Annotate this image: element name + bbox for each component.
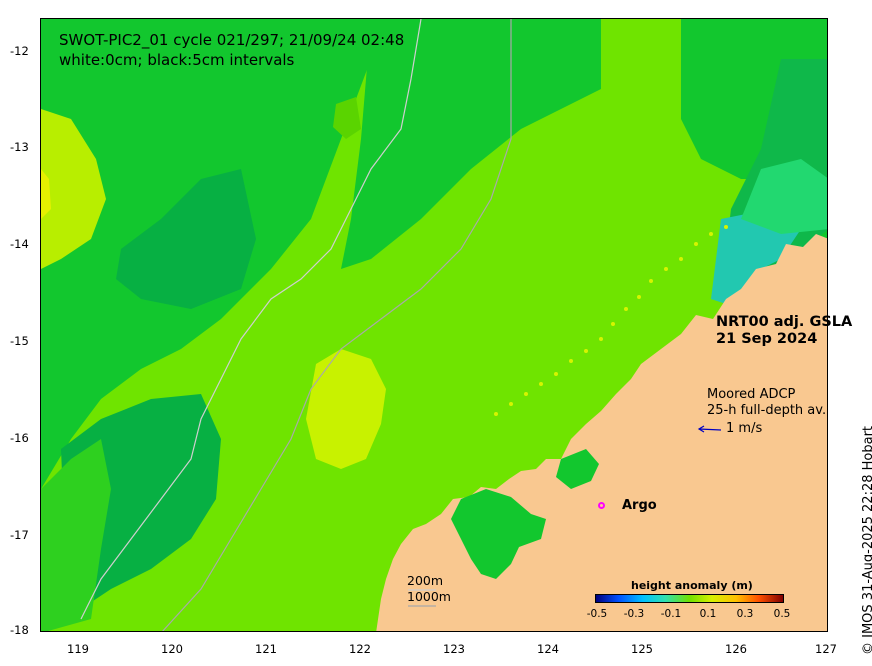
colorbar-tick: 0.3	[736, 608, 754, 620]
y-tick-label: -17	[10, 528, 29, 542]
anomaly-region-deep-1	[116, 169, 256, 309]
x-tick-label: 126	[725, 642, 747, 656]
y-tick-label: -12	[10, 44, 29, 58]
credit-label: © IMOS 31-Aug-2025 22:28 Hobart	[861, 425, 872, 655]
map-frame	[40, 18, 828, 632]
x-tick-label: 121	[255, 642, 277, 656]
anomaly-high-west	[41, 109, 106, 269]
x-tick-label: 125	[631, 642, 653, 656]
y-tick-label: -14	[10, 237, 29, 251]
colorbar-tick: -0.1	[660, 608, 682, 620]
colorbar-title: height anomaly (m)	[631, 579, 753, 592]
product-label: NRT00 adj. GSLA	[716, 314, 853, 330]
adcp-subtitle-label: 25-h full-depth av.	[707, 403, 827, 418]
colorbar-tick: 0.1	[699, 608, 717, 620]
argo-label: Argo	[622, 498, 657, 513]
anomaly-region-north	[341, 19, 601, 269]
isobath-200-line	[80, 19, 422, 620]
anomaly-light-north-patch	[333, 97, 361, 139]
map-canvas	[41, 19, 827, 631]
isobath-200-label: 200m	[407, 573, 444, 588]
inlet-east	[556, 449, 599, 489]
swot-swath-cyan	[711, 209, 801, 309]
argo-marker-icon	[598, 502, 605, 509]
argo-track	[494, 225, 728, 416]
adcp-arrow	[697, 425, 722, 433]
x-tick-label: 124	[537, 642, 559, 656]
x-tick-label: 127	[815, 642, 837, 656]
y-tick-label: -13	[10, 140, 29, 154]
y-tick-label: -16	[10, 431, 29, 445]
colorbar	[595, 594, 784, 603]
map-title: SWOT-PIC2_01 cycle 021/297; 21/09/24 02:…	[59, 31, 405, 49]
map-subtitle: white:0cm; black:5cm intervals	[59, 51, 295, 69]
x-tick-label: 120	[161, 642, 183, 656]
y-tick-label: -15	[10, 334, 29, 348]
colorbar-tick: 0.5	[773, 608, 791, 620]
adcp-scale-label: 1 m/s	[726, 421, 763, 436]
swot-swath-high	[741, 159, 827, 234]
colorbar-tick: -0.3	[623, 608, 645, 620]
isobath-1000-line	[162, 19, 512, 631]
gulf-inlet	[451, 489, 546, 579]
adcp-title-label: Moored ADCP	[707, 387, 796, 402]
x-tick-label: 123	[443, 642, 465, 656]
x-tick-label: 122	[349, 642, 371, 656]
isobath-1000-label: 1000m	[407, 589, 451, 604]
anomaly-region-sw-light	[41, 439, 111, 631]
colorbar-tick: -0.5	[586, 608, 608, 620]
x-tick-label: 119	[67, 642, 89, 656]
y-tick-label: -18	[10, 623, 29, 637]
anomaly-high-west-core	[41, 169, 51, 219]
date-label: 21 Sep 2024	[716, 331, 818, 347]
anomaly-high-central	[306, 349, 386, 469]
